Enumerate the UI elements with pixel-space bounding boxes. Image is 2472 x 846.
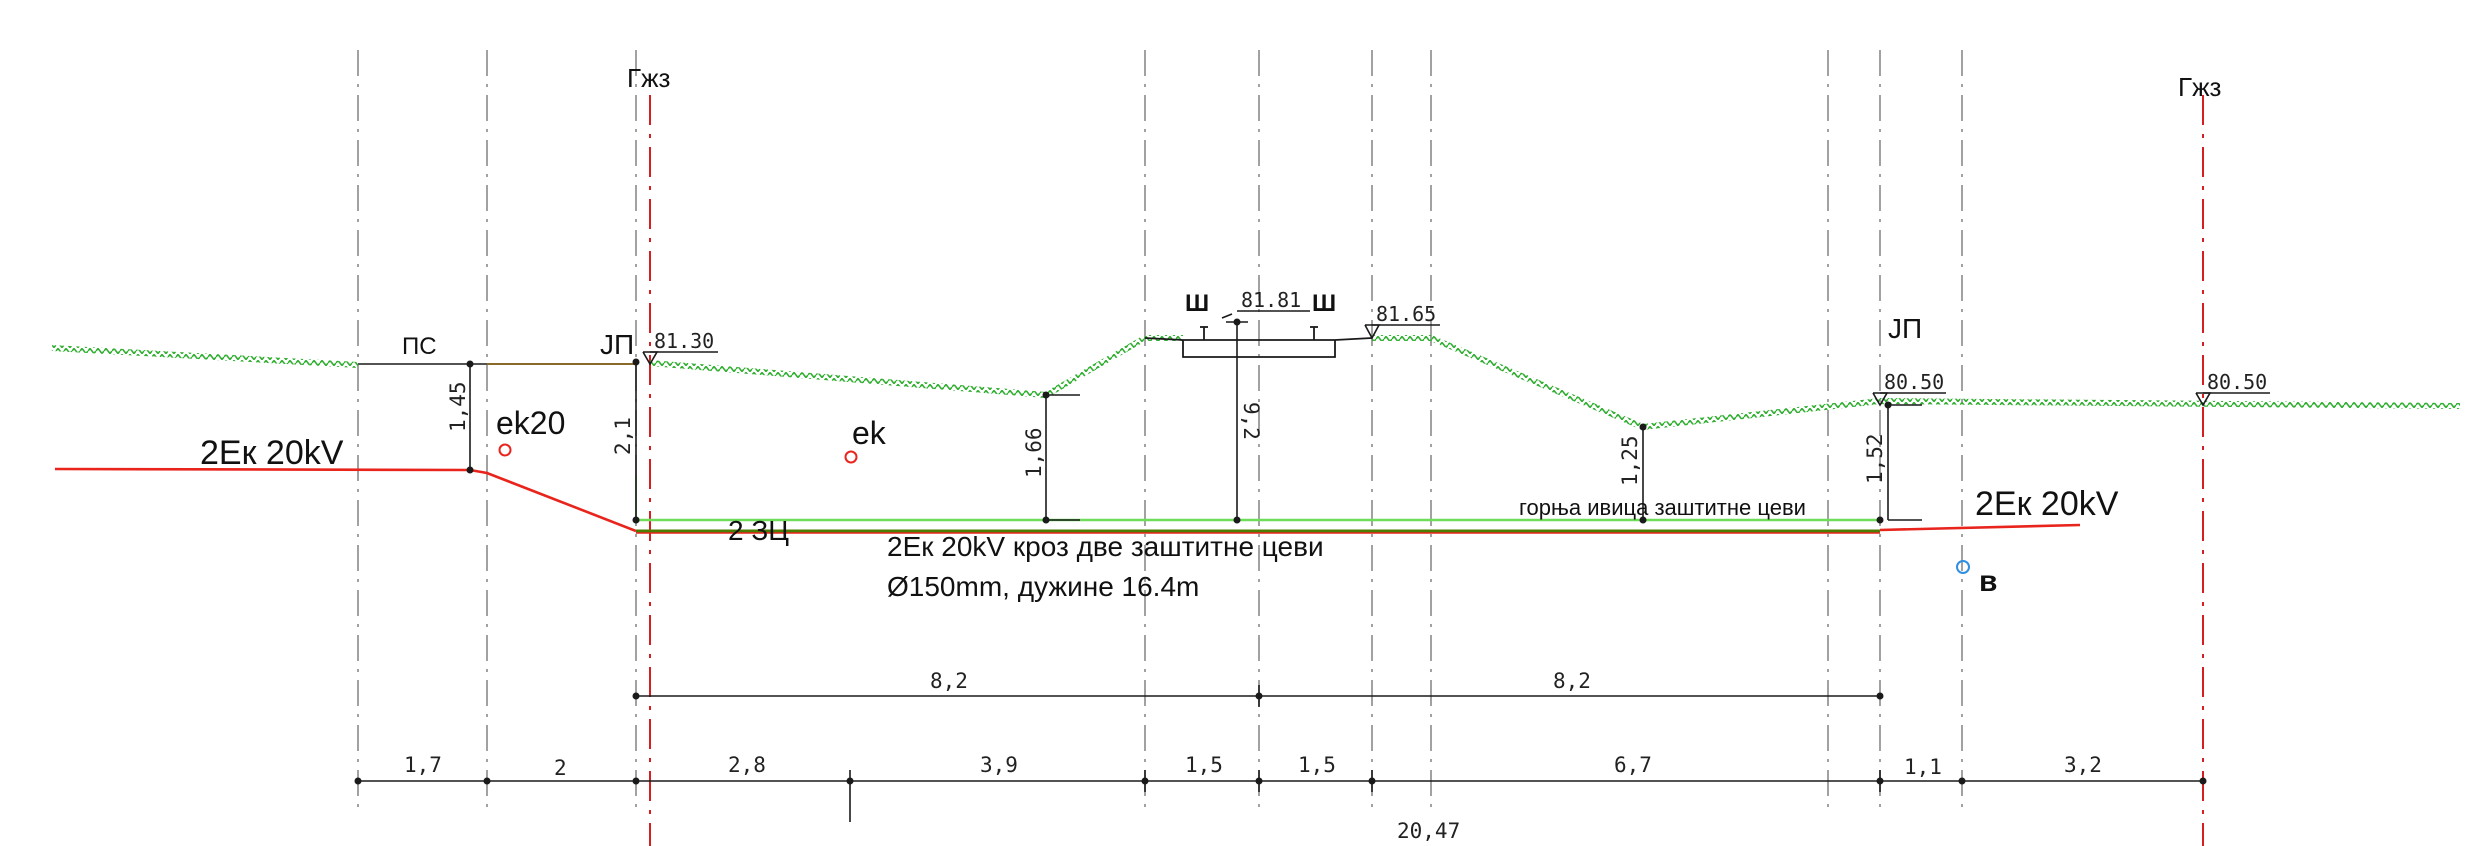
boundary-axes — [649, 95, 2204, 846]
cable-line-right — [1879, 523, 2081, 532]
rail-label: Ш — [1185, 290, 1209, 317]
rail-platform — [1144, 326, 1373, 358]
platform-top — [1144, 337, 1373, 341]
depth-label: 9,2 — [1239, 402, 1263, 440]
marker-label-ek20: ek20 — [496, 405, 565, 441]
node-dot — [1876, 516, 1884, 524]
dimension-dot — [1255, 777, 1263, 785]
dimension-dot — [1141, 777, 1149, 785]
dimension-label: 3,9 — [980, 753, 1018, 777]
node-dot — [632, 516, 640, 524]
dimension-dot — [1255, 692, 1263, 700]
depth-label: 1,52 — [1863, 433, 1887, 484]
lower-dimension-dots — [354, 777, 2207, 785]
node-dot — [1042, 516, 1050, 524]
dimension-label: 1,7 — [404, 753, 442, 777]
pipe-note: горња ивица заштитне цеви — [1519, 495, 1806, 520]
dimension-dot — [846, 777, 854, 785]
elevation-label: 80.50 — [1884, 370, 1944, 394]
depth-label: 1,45 — [446, 381, 470, 432]
depth-label: 1,66 — [1022, 427, 1046, 478]
elevation-label: 80.50 — [2207, 370, 2267, 394]
elevation-markers — [642, 310, 2270, 407]
rail-label: Ш — [1312, 290, 1336, 317]
cable-route — [54, 467, 2081, 533]
node-dot — [1639, 423, 1647, 431]
cable-label-right: 2Ек 20kV — [1975, 485, 2119, 523]
dimension-label: 1,1 — [1904, 755, 1942, 779]
dimension-dot — [354, 777, 362, 785]
dimension-label: 8,2 — [1553, 669, 1591, 693]
note-line-2: Ø150mm, дужине 16.4m — [887, 571, 1199, 602]
node-dot — [1042, 391, 1050, 399]
dimension-dot — [1876, 777, 1884, 785]
cable-line-left — [54, 467, 637, 533]
node-dot — [1639, 516, 1647, 524]
dimension-label: 2,8 — [728, 753, 766, 777]
depth-arrow — [1221, 313, 1233, 319]
dimension-dot — [1876, 692, 1884, 700]
depth-label: 1,25 — [1618, 435, 1642, 486]
marker-label-v: в — [1979, 565, 1997, 598]
elevation-label: 81.30 — [654, 329, 714, 353]
sidewalk-label: ПС — [402, 333, 437, 360]
dimension-dot — [632, 692, 640, 700]
elevation-label: 81.65 — [1376, 302, 1436, 326]
dimension-label: 6,7 — [1614, 753, 1652, 777]
node-dots — [466, 318, 1892, 524]
node-dot — [466, 466, 474, 474]
pipe-count-label: 2 ЗЦ — [728, 515, 789, 546]
node-dot — [632, 358, 640, 366]
dimension-dot — [483, 777, 491, 785]
dimension-label: 1,5 — [1185, 753, 1223, 777]
marker-v — [1956, 560, 1970, 574]
dimension-dot — [2199, 777, 2207, 785]
elevation-label: 81.81 — [1241, 288, 1301, 312]
marker-label-ek: ek — [852, 415, 887, 451]
dimension-dot — [1958, 777, 1966, 785]
junction-label-right: ЈП — [1888, 313, 1922, 344]
junction-label-left: ЈП — [600, 329, 634, 360]
node-dot — [466, 360, 474, 368]
grid-lines — [357, 50, 1963, 810]
depth-label: 2,1 — [611, 417, 635, 455]
node-dot — [1233, 318, 1241, 326]
dimension-label: 8,2 — [930, 669, 968, 693]
upper-dimension-dots — [632, 692, 1884, 700]
axis-label-right: Гжз — [2178, 72, 2221, 102]
note-line-1: 2Ек 20kV кроз две заштитне цеви — [887, 531, 1324, 562]
terrain-line-main — [649, 335, 1183, 399]
marker-ek20 — [498, 443, 512, 457]
total-dimension-label: 20,47 — [1397, 819, 1460, 843]
dimension-label: 1,5 — [1298, 753, 1336, 777]
axis-label-left: Гжз — [627, 63, 670, 93]
dimension-label: 3,2 — [2064, 753, 2102, 777]
dimension-dot — [632, 777, 640, 785]
platform-box — [1182, 340, 1336, 358]
marker-ek — [844, 450, 858, 464]
dimension-dot — [1368, 777, 1376, 785]
cable-label-left: 2Ек 20kV — [200, 434, 344, 472]
node-dot — [1233, 516, 1241, 524]
depth-dimensions — [469, 313, 1922, 521]
node-dot — [1884, 401, 1892, 409]
dimension-label: 2 — [554, 756, 567, 780]
terrain-line-left — [51, 345, 359, 368]
